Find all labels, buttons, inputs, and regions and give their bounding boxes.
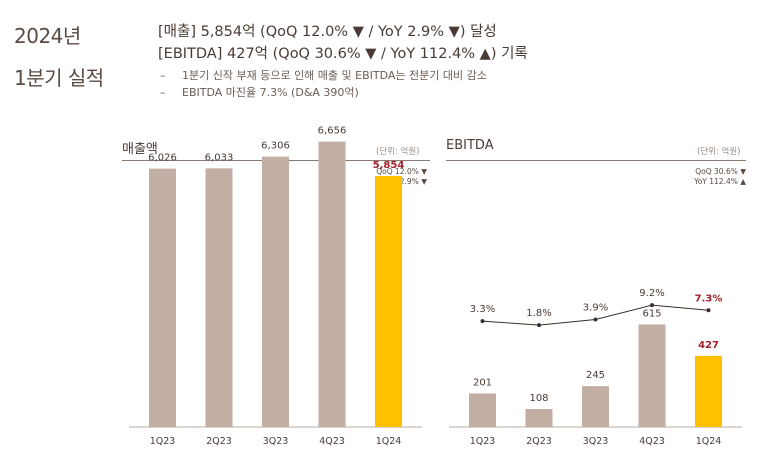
revenue-bar (205, 168, 233, 427)
ebitda-category-label: 1Q23 (470, 436, 496, 447)
ebitda-margin-label: 1.8% (526, 308, 551, 319)
page-title-year: 2024년 (14, 24, 81, 48)
ebitda-margin-point (706, 308, 711, 313)
revenue-bar (318, 141, 346, 427)
ebitda-margin-label: 3.9% (583, 302, 608, 313)
bullet-text: 1분기 신작 부재 등으로 인해 매출 및 EBITDA는 전분기 대비 감소 (182, 69, 487, 82)
revenue-value-label: 6,026 (148, 153, 177, 164)
revenue-bar (262, 156, 289, 427)
revenue-value-label: 6,306 (261, 141, 290, 152)
ebitda-bar (469, 393, 496, 427)
ebitda-unit-label: (단위: 억원) (697, 147, 741, 157)
revenue-qoq-change: QoQ 12.0% ▼ (376, 167, 427, 176)
revenue-bar (375, 176, 402, 427)
revenue-value-label: 6,033 (205, 152, 234, 163)
revenue-chart-title: 매출액 (122, 142, 158, 157)
ebitda-bar (638, 324, 666, 427)
revenue-category-label: 3Q23 (263, 436, 289, 447)
ebitda-value-label: 108 (529, 393, 548, 404)
bullet-dash: – (160, 86, 166, 99)
ebitda-chart-title: EBITDA (446, 138, 494, 153)
revenue-category-label: 1Q24 (376, 436, 402, 447)
ebitda-margin-point (593, 317, 598, 322)
ebitda-yoy-change: YoY 112.4% ▲ (694, 177, 746, 186)
ebitda-value-label: 201 (473, 378, 492, 389)
revenue-yoy-change: YoY 2.9% ▼ (384, 177, 427, 186)
revenue-value-label: 6,656 (318, 126, 347, 137)
revenue-unit-label: (단위: 억원) (376, 147, 420, 157)
ebitda-margin-point (480, 319, 485, 324)
ebitda-value-label: 245 (586, 370, 605, 381)
ebitda-category-label: 4Q23 (639, 436, 665, 447)
ebitda-category-label: 2Q23 (526, 436, 552, 447)
bullet-item: – EBITDA 마진율 7.3% (D&A 390억) (160, 84, 359, 100)
headline-revenue: [매출] 5,854억 (QoQ 12.0% ▼ / YoY 2.9% ▼) 달… (158, 24, 497, 40)
ebitda-category-label: 3Q23 (583, 436, 609, 447)
ebitda-qoq-change: QoQ 30.6% ▼ (695, 167, 746, 176)
revenue-category-label: 2Q23 (206, 436, 232, 447)
bullet-item: – 1분기 신작 부재 등으로 인해 매출 및 EBITDA는 전분기 대비 감소 (160, 67, 487, 83)
headline-ebitda: [EBITDA] 427억 (QoQ 30.6% ▼ / YoY 112.4% … (158, 46, 528, 62)
revenue-category-label: 4Q23 (319, 436, 345, 447)
ebitda-margin-label: 9.2% (639, 288, 664, 299)
ebitda-category-label: 1Q24 (696, 436, 722, 447)
ebitda-bar (695, 355, 722, 427)
ebitda-bar (582, 386, 609, 427)
ebitda-margin-point (650, 303, 654, 308)
ebitda-header-rule (446, 160, 746, 161)
ebitda-value-label: 427 (698, 340, 719, 351)
ebitda-margin-point (537, 323, 541, 328)
revenue-value-label: 5,854 (373, 160, 405, 171)
bullet-text: EBITDA 마진율 7.3% (D&A 390억) (182, 86, 359, 99)
revenue-bar (149, 168, 176, 427)
ebitda-value-label: 615 (642, 309, 661, 320)
bullet-dash: – (160, 69, 166, 82)
ebitda-margin-label: 7.3% (695, 293, 723, 304)
ebitda-margin-label: 3.3% (470, 304, 495, 315)
ebitda-bar (525, 409, 553, 427)
page-title-quarter: 1분기 실적 (14, 66, 104, 90)
revenue-category-label: 1Q23 (150, 436, 176, 447)
